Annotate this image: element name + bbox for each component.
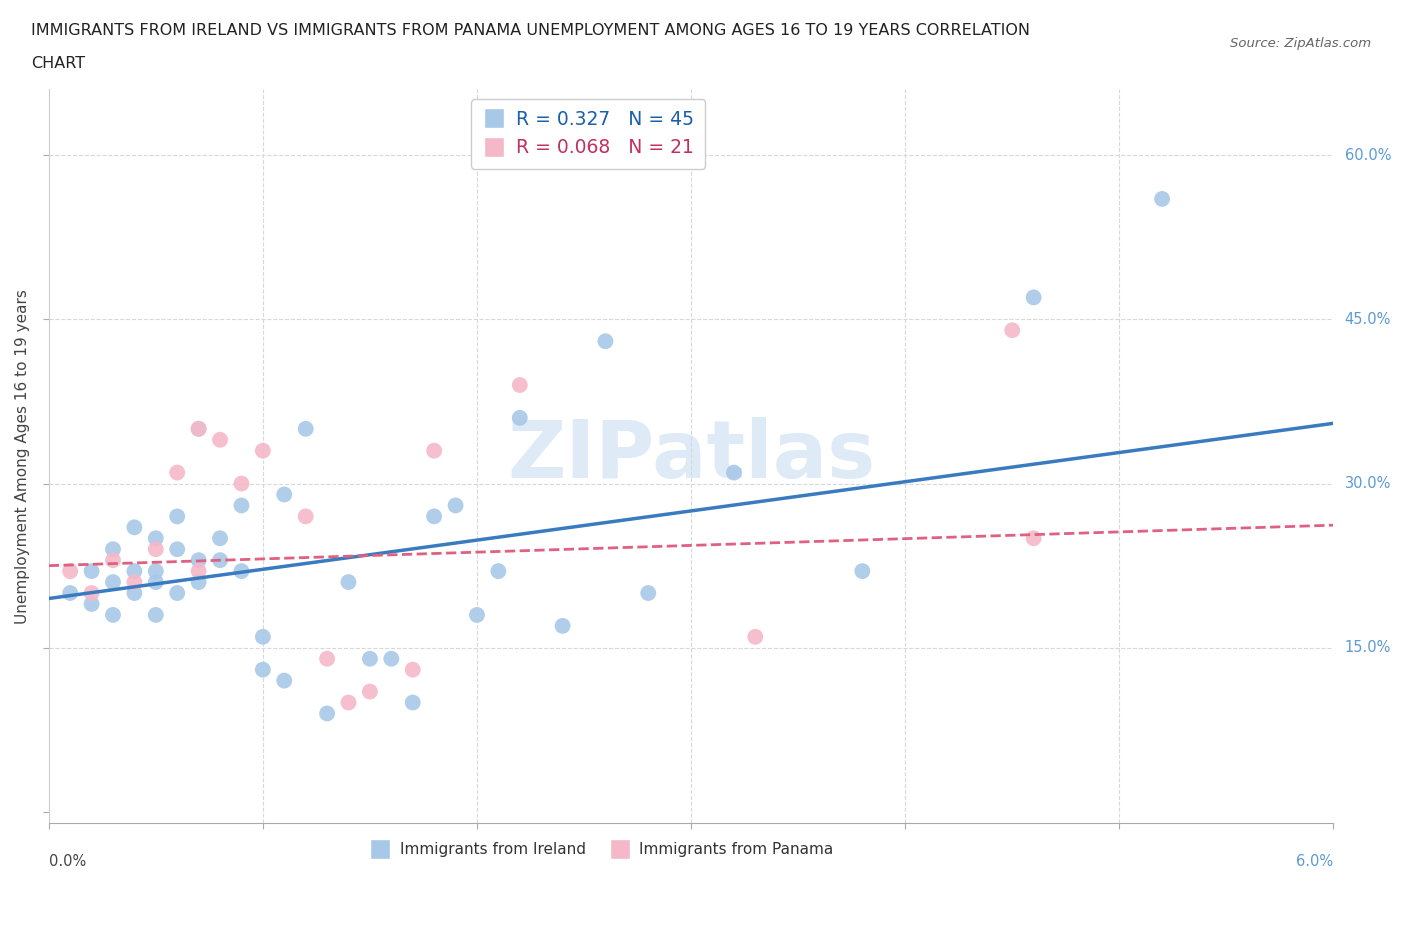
Point — [80, 564, 103, 578]
Point — [402, 662, 425, 677]
Point — [208, 432, 231, 447]
Point — [124, 586, 146, 601]
Point — [423, 444, 446, 458]
Legend: Immigrants from Ireland, Immigrants from Panama: Immigrants from Ireland, Immigrants from… — [363, 836, 839, 863]
Point — [723, 465, 745, 480]
Point — [1022, 531, 1045, 546]
Text: 15.0%: 15.0% — [1344, 640, 1391, 656]
Point — [316, 651, 339, 666]
Point — [273, 673, 295, 688]
Point — [80, 596, 103, 611]
Point — [595, 334, 617, 349]
Point — [187, 421, 209, 436]
Point — [101, 607, 124, 622]
Point — [166, 542, 188, 557]
Point — [744, 630, 766, 644]
Point — [509, 410, 531, 425]
Point — [145, 542, 167, 557]
Text: 60.0%: 60.0% — [1344, 148, 1391, 163]
Y-axis label: Unemployment Among Ages 16 to 19 years: Unemployment Among Ages 16 to 19 years — [15, 288, 30, 624]
Text: 0.0%: 0.0% — [49, 854, 86, 869]
Point — [145, 564, 167, 578]
Point — [465, 607, 488, 622]
Point — [294, 509, 316, 524]
Text: 45.0%: 45.0% — [1344, 312, 1391, 326]
Point — [101, 575, 124, 590]
Point — [208, 531, 231, 546]
Point — [1152, 192, 1174, 206]
Point — [637, 586, 659, 601]
Point — [59, 564, 82, 578]
Point — [187, 421, 209, 436]
Point — [124, 520, 146, 535]
Point — [273, 487, 295, 502]
Point — [101, 552, 124, 567]
Point — [231, 476, 253, 491]
Point — [231, 498, 253, 512]
Point — [166, 586, 188, 601]
Text: 30.0%: 30.0% — [1344, 476, 1391, 491]
Point — [145, 607, 167, 622]
Point — [1001, 323, 1024, 338]
Point — [380, 651, 402, 666]
Point — [486, 564, 509, 578]
Point — [252, 444, 274, 458]
Point — [851, 564, 873, 578]
Point — [252, 630, 274, 644]
Point — [166, 509, 188, 524]
Point — [252, 662, 274, 677]
Point — [402, 695, 425, 710]
Point — [444, 498, 467, 512]
Point — [337, 695, 360, 710]
Point — [337, 575, 360, 590]
Point — [187, 564, 209, 578]
Point — [423, 509, 446, 524]
Point — [187, 575, 209, 590]
Point — [359, 651, 381, 666]
Text: ZIPatlas: ZIPatlas — [508, 418, 875, 495]
Point — [1022, 290, 1045, 305]
Point — [294, 421, 316, 436]
Point — [101, 542, 124, 557]
Point — [208, 552, 231, 567]
Point — [124, 575, 146, 590]
Point — [145, 531, 167, 546]
Point — [509, 378, 531, 392]
Point — [231, 564, 253, 578]
Point — [316, 706, 339, 721]
Point — [124, 564, 146, 578]
Point — [166, 465, 188, 480]
Text: IMMIGRANTS FROM IRELAND VS IMMIGRANTS FROM PANAMA UNEMPLOYMENT AMONG AGES 16 TO : IMMIGRANTS FROM IRELAND VS IMMIGRANTS FR… — [31, 23, 1031, 38]
Text: 6.0%: 6.0% — [1296, 854, 1333, 869]
Point — [59, 586, 82, 601]
Point — [187, 552, 209, 567]
Text: Source: ZipAtlas.com: Source: ZipAtlas.com — [1230, 37, 1371, 50]
Point — [551, 618, 574, 633]
Text: CHART: CHART — [31, 56, 84, 71]
Point — [80, 586, 103, 601]
Point — [359, 684, 381, 699]
Point — [145, 575, 167, 590]
